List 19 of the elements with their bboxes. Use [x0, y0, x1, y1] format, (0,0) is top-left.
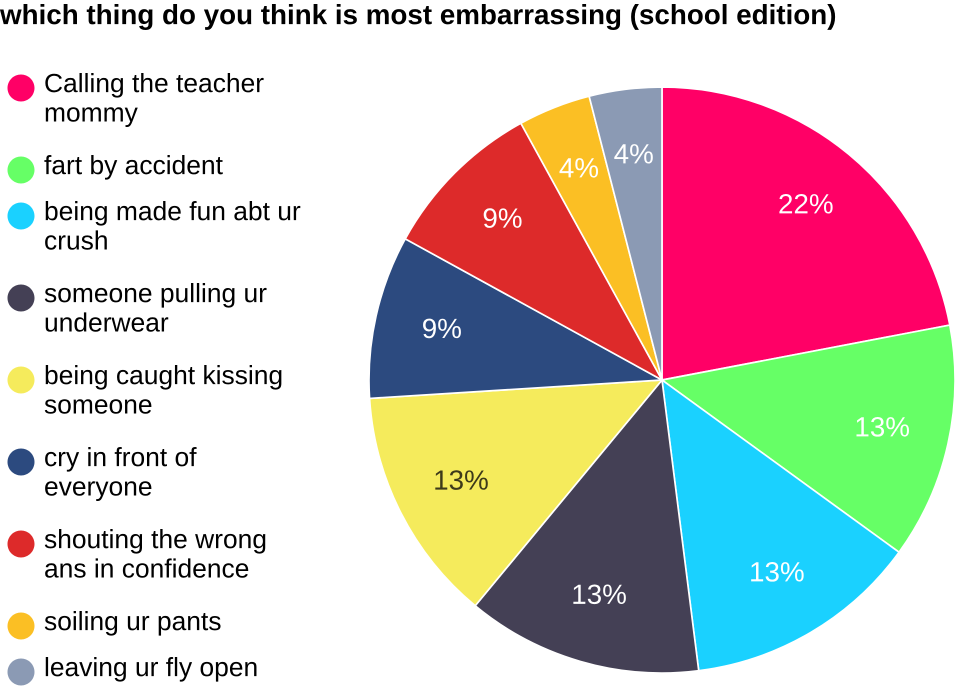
legend-label: someone pulling ur underwear [44, 283, 267, 332]
legend-label: being caught kissing someone [44, 365, 282, 414]
legend-label: cry in front of everyone [45, 447, 197, 501]
data-label: 9% [484, 208, 522, 228]
legend-label: leaving ur fly open [46, 657, 256, 682]
data-label: 22% [779, 194, 833, 214]
data-label: 13% [856, 417, 909, 437]
chart-title: which thing do you think is most embarrassing (school edition) [0, 4, 836, 30]
legend-label: fart by accident [44, 155, 223, 180]
legend-label: being made fun abt ur crush [45, 201, 300, 250]
data-label: 4% [560, 158, 598, 178]
data-label: 9% [423, 318, 461, 338]
legend-label: Calling the teacher mommy [45, 73, 264, 127]
data-label: 13% [573, 584, 626, 604]
data-label: 4% [614, 144, 653, 164]
legend-label: soiling ur pants [44, 611, 221, 636]
legend-label: shouting the wrong ans in confidence [44, 529, 266, 578]
data-label: 13% [751, 562, 804, 582]
data-label: 13% [435, 470, 488, 490]
